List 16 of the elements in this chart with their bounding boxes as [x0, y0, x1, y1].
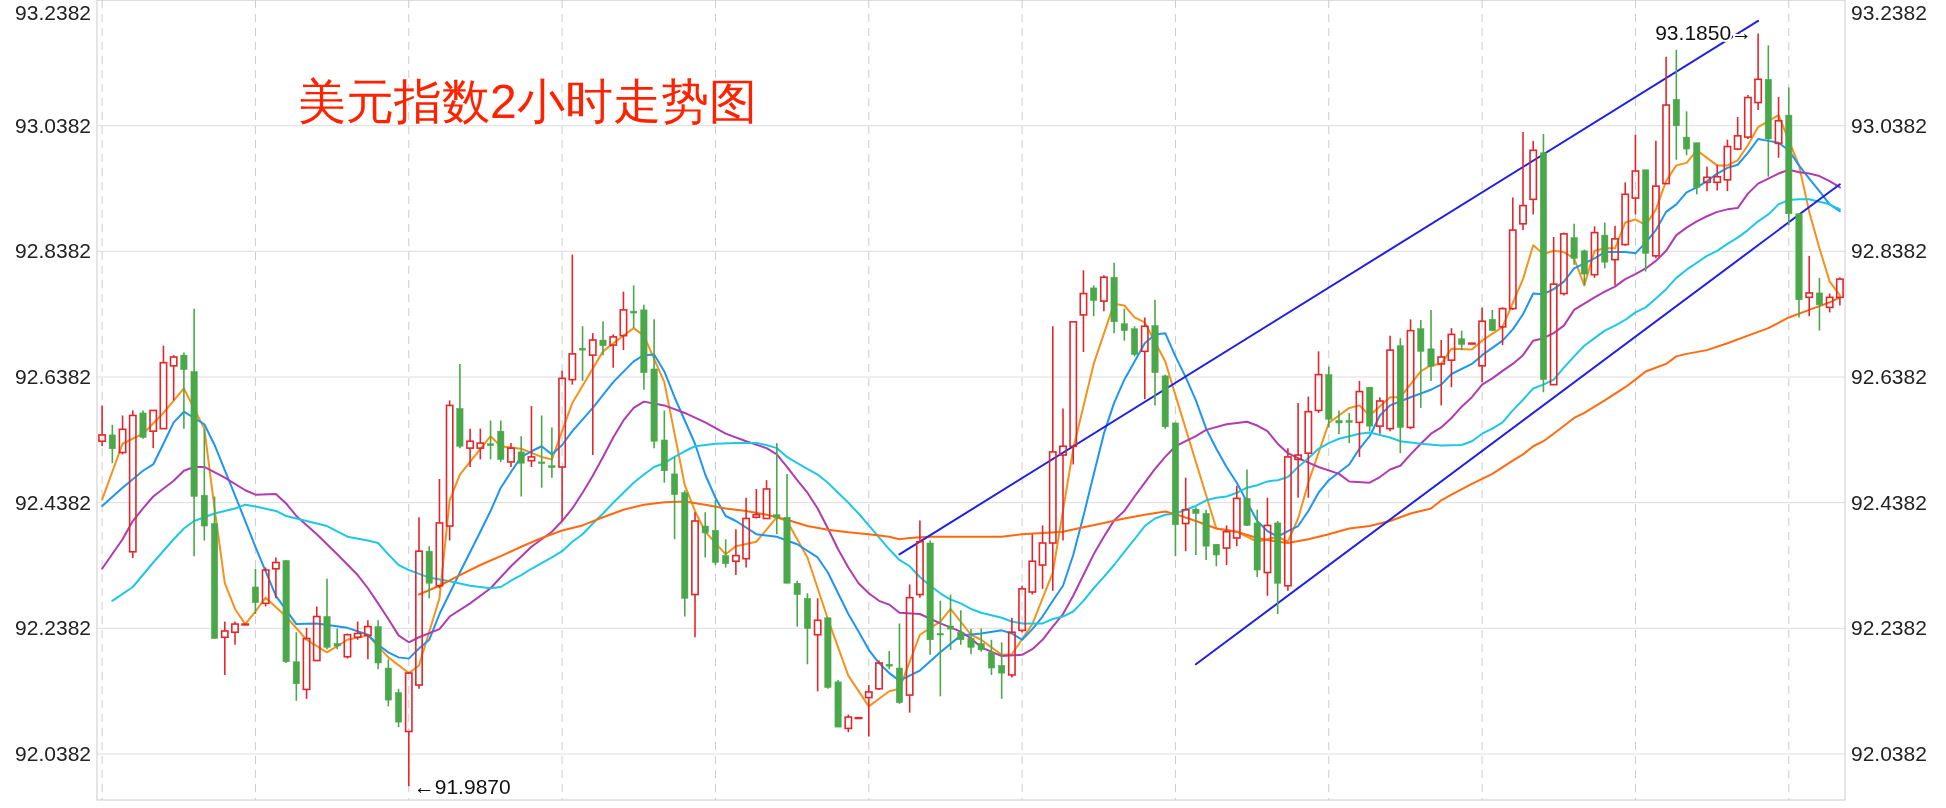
- y2-tick-label: 93.0382: [1851, 113, 1927, 137]
- y2-tick-label: 92.6382: [1851, 365, 1927, 388]
- y2-tick-label: 93.2382: [1851, 1, 1927, 24]
- y-tick-label: 93.2382: [15, 1, 91, 24]
- y2-tick-label: 92.8382: [1851, 239, 1927, 263]
- y2-tick-label: 92.2382: [1851, 616, 1927, 640]
- y-tick-label: 92.0382: [15, 742, 91, 766]
- y-tick-label: 92.8382: [15, 239, 91, 263]
- text: 美元指数2小时走势图: [298, 75, 757, 128]
- y-tick-label: 92.6382: [15, 365, 91, 388]
- y-tick-label: 93.0382: [15, 113, 91, 137]
- y-tick-label: 92.4382: [15, 490, 91, 514]
- y2-tick-label: 92.0382: [1851, 742, 1927, 766]
- annotation: ←91.9870: [413, 774, 511, 798]
- y2-tick-label: 92.4382: [1851, 490, 1927, 514]
- y-tick-label: 92.2382: [15, 616, 91, 640]
